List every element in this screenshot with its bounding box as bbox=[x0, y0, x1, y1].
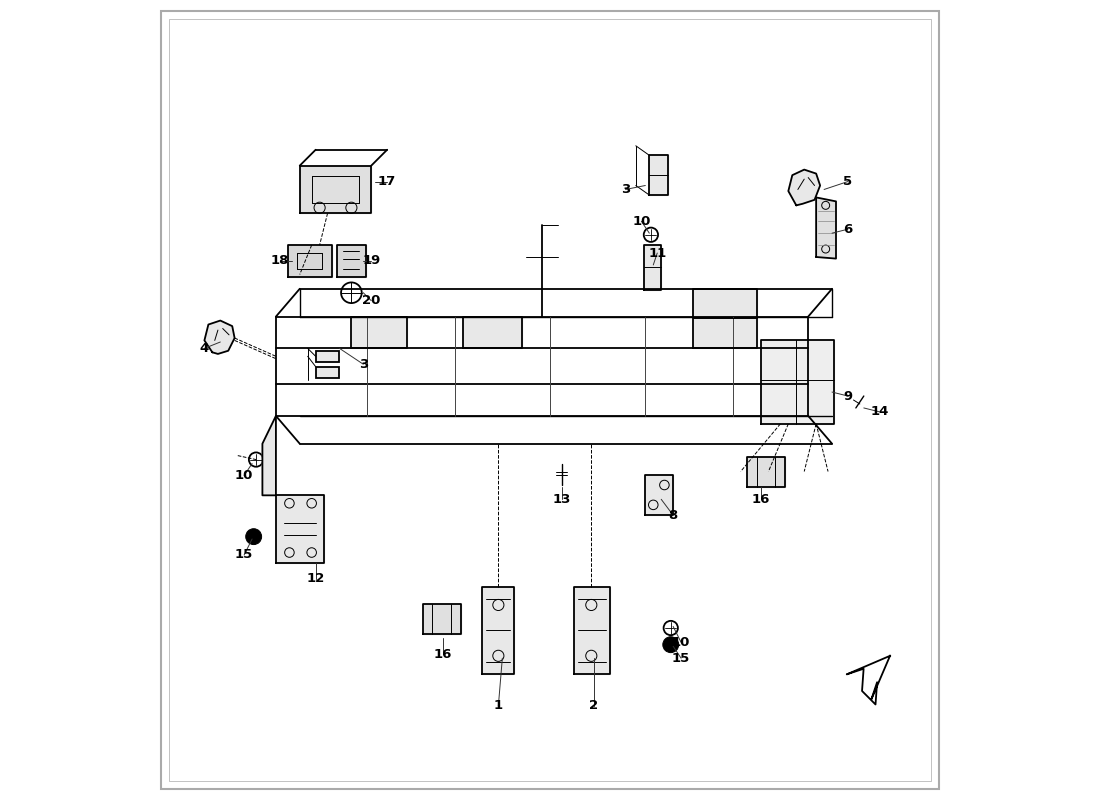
Text: 18: 18 bbox=[271, 254, 289, 267]
Text: 4: 4 bbox=[200, 342, 209, 355]
Polygon shape bbox=[300, 166, 372, 214]
Text: 9: 9 bbox=[844, 390, 852, 402]
Text: 15: 15 bbox=[672, 652, 690, 665]
Text: 3: 3 bbox=[359, 358, 367, 370]
Polygon shape bbox=[483, 586, 515, 674]
Polygon shape bbox=[747, 457, 785, 487]
Polygon shape bbox=[463, 317, 522, 348]
Text: 2: 2 bbox=[590, 699, 598, 712]
Text: 15: 15 bbox=[235, 549, 253, 562]
Polygon shape bbox=[574, 586, 609, 674]
Polygon shape bbox=[693, 289, 757, 348]
Polygon shape bbox=[337, 245, 365, 277]
Text: 3: 3 bbox=[620, 183, 630, 196]
Text: 16: 16 bbox=[751, 493, 770, 506]
Text: 12: 12 bbox=[307, 572, 324, 586]
Circle shape bbox=[245, 529, 262, 545]
Text: 16: 16 bbox=[433, 648, 452, 661]
Circle shape bbox=[663, 637, 679, 653]
Polygon shape bbox=[789, 170, 821, 206]
Polygon shape bbox=[263, 416, 276, 495]
Polygon shape bbox=[816, 198, 836, 258]
Text: 19: 19 bbox=[362, 254, 381, 267]
Polygon shape bbox=[422, 604, 461, 634]
Text: 10: 10 bbox=[632, 214, 650, 228]
Polygon shape bbox=[351, 317, 407, 348]
Polygon shape bbox=[205, 321, 234, 354]
Text: 20: 20 bbox=[362, 294, 381, 307]
Text: 13: 13 bbox=[552, 493, 571, 506]
Bar bbox=[316, 366, 340, 378]
Polygon shape bbox=[276, 495, 323, 563]
Polygon shape bbox=[649, 155, 668, 195]
Text: 10: 10 bbox=[672, 636, 691, 649]
Polygon shape bbox=[760, 341, 835, 424]
Bar bbox=[316, 350, 340, 362]
Text: 11: 11 bbox=[648, 246, 667, 259]
Text: 14: 14 bbox=[870, 406, 889, 418]
Text: 1: 1 bbox=[494, 699, 503, 712]
Polygon shape bbox=[646, 475, 673, 515]
Polygon shape bbox=[288, 245, 331, 277]
Text: 6: 6 bbox=[844, 222, 852, 236]
Text: 17: 17 bbox=[378, 175, 396, 188]
Text: 10: 10 bbox=[235, 469, 253, 482]
Polygon shape bbox=[847, 656, 890, 705]
Text: 5: 5 bbox=[844, 175, 852, 188]
Polygon shape bbox=[644, 245, 661, 290]
Text: 8: 8 bbox=[669, 509, 678, 522]
